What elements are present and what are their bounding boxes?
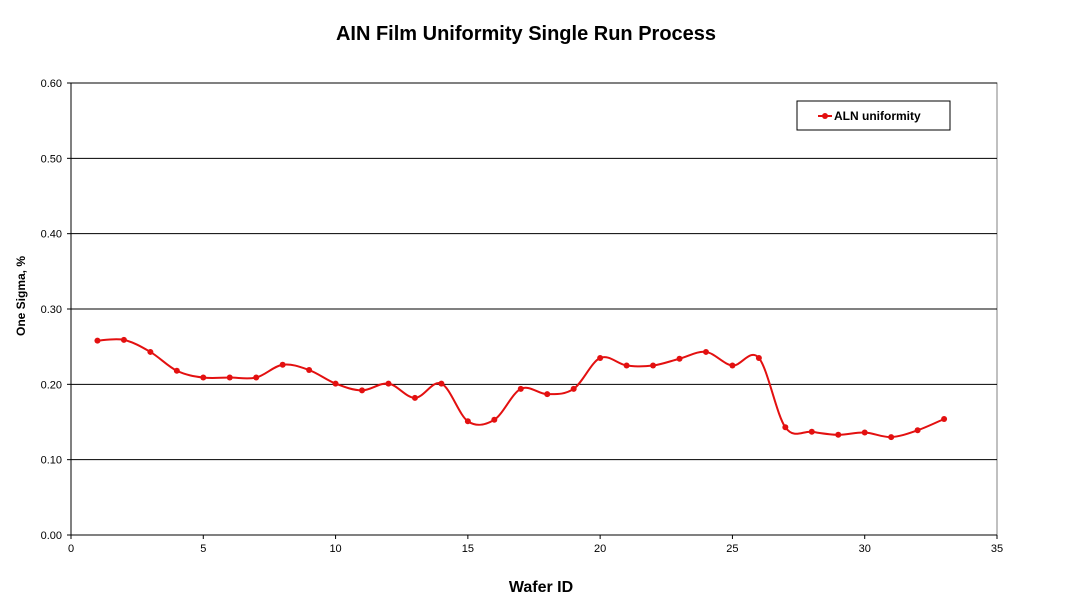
- data-point: [570, 385, 577, 392]
- data-point: [147, 348, 154, 355]
- legend: ALN uniformity: [796, 100, 951, 131]
- y-tick-label: 0.50: [41, 153, 62, 165]
- data-point: [782, 424, 789, 431]
- x-axis-title: Wafer ID: [509, 579, 573, 596]
- x-tick-label: 20: [594, 543, 606, 555]
- data-point: [597, 354, 604, 361]
- data-point: [755, 354, 762, 361]
- data-point: [702, 348, 709, 355]
- data-point: [888, 434, 895, 441]
- data-point: [650, 362, 657, 369]
- x-tick-label: 25: [726, 543, 738, 555]
- y-axis-ticks: 0.00 0.10 0.20 0.30 0.40 0.50 0.60: [41, 78, 71, 542]
- y-tick-label: 0.20: [41, 379, 62, 391]
- y-tick-label: 0.30: [41, 304, 62, 316]
- series-layer: [94, 336, 948, 441]
- y-axis-title: One Sigma, %: [14, 256, 28, 336]
- data-point: [676, 355, 683, 362]
- data-point: [173, 367, 180, 374]
- x-tick-label: 15: [462, 543, 474, 555]
- y-tick-label: 0.00: [41, 530, 62, 542]
- data-point: [438, 380, 445, 387]
- data-point: [623, 362, 630, 369]
- data-point: [306, 367, 313, 374]
- data-point: [861, 429, 868, 436]
- x-axis-ticks: 0 5 10 15 20 25 30 35: [68, 535, 1003, 555]
- data-point: [517, 385, 524, 392]
- data-point: [279, 361, 286, 368]
- data-point: [464, 418, 471, 425]
- data-point: [544, 391, 551, 398]
- data-point: [729, 362, 736, 369]
- data-point: [226, 374, 233, 381]
- y-tick-label: 0.40: [41, 229, 62, 241]
- data-point: [120, 336, 127, 343]
- data-point: [914, 427, 921, 434]
- x-tick-label: 35: [991, 543, 1003, 555]
- data-point: [359, 387, 366, 394]
- legend-label-aln-uniformity: ALN uniformity: [834, 109, 921, 123]
- x-tick-label: 30: [859, 543, 871, 555]
- data-point: [200, 374, 207, 381]
- data-point: [491, 416, 498, 423]
- grid-lines: [71, 82, 997, 461]
- data-point: [835, 431, 842, 438]
- data-point: [941, 415, 948, 422]
- data-point: [808, 428, 815, 435]
- x-tick-label: 5: [200, 543, 206, 555]
- data-point: [253, 374, 260, 381]
- legend-marker-swatch: [822, 113, 828, 119]
- data-point: [332, 380, 339, 387]
- data-point: [411, 394, 418, 401]
- x-tick-label: 0: [68, 543, 74, 555]
- chart-title: AIN Film Uniformity Single Run Process: [336, 23, 716, 45]
- y-tick-label: 0.10: [41, 455, 62, 467]
- x-tick-label: 10: [329, 543, 341, 555]
- data-point: [385, 380, 392, 387]
- data-point: [94, 337, 101, 344]
- y-tick-label: 0.60: [41, 78, 62, 90]
